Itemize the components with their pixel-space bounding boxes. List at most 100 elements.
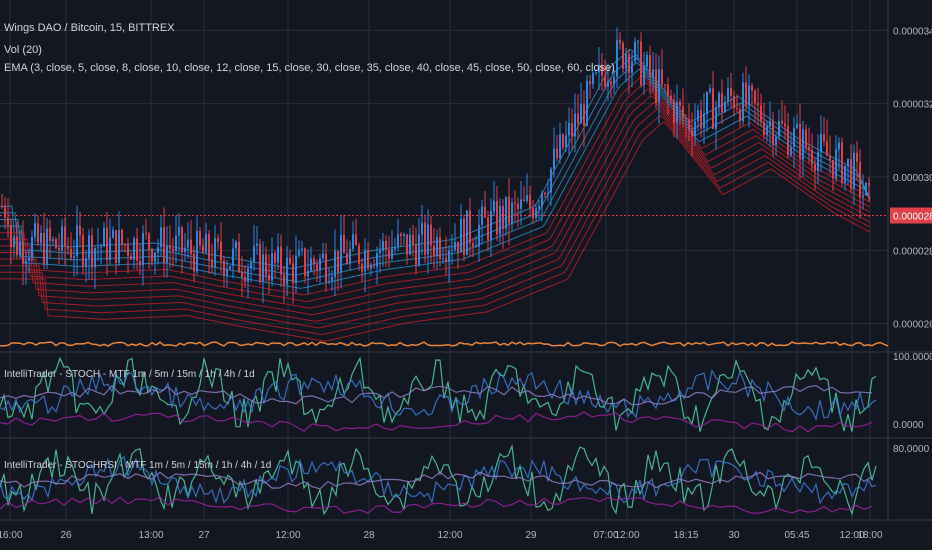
candle-body xyxy=(73,256,75,259)
ema-line xyxy=(0,101,871,322)
candle-body xyxy=(553,148,555,169)
candle-body xyxy=(421,222,423,235)
candle-body xyxy=(274,253,276,263)
candle-body xyxy=(145,232,147,234)
candle-body xyxy=(397,234,399,247)
candle-body xyxy=(724,101,726,112)
candle-body xyxy=(808,146,810,151)
candle-body xyxy=(172,248,174,252)
candle-body xyxy=(496,200,498,235)
oscillator-line xyxy=(0,455,877,505)
candle-body xyxy=(310,258,312,271)
candle-body xyxy=(97,247,99,249)
candle-body xyxy=(811,150,813,165)
ema-line xyxy=(0,121,871,342)
stochrsi-tick: 80.0000 xyxy=(893,444,930,455)
chart-grid xyxy=(0,0,932,521)
stoch-tick: 0.0000 xyxy=(893,420,924,431)
candle-body xyxy=(826,141,828,156)
candle-body xyxy=(124,244,126,246)
candle-body xyxy=(28,257,30,261)
candle-body xyxy=(613,76,615,85)
candle-body xyxy=(625,54,627,69)
candle-body xyxy=(100,246,102,248)
candle-body xyxy=(619,39,621,44)
candle-body xyxy=(298,250,300,256)
candle-body xyxy=(295,255,297,284)
candle-body xyxy=(460,218,462,253)
candle-body xyxy=(799,123,801,160)
candle-body xyxy=(679,101,681,107)
candle-body xyxy=(442,258,444,260)
candle-body xyxy=(85,258,87,267)
candle-body xyxy=(439,237,441,259)
candle-body xyxy=(454,241,456,250)
candle-body xyxy=(790,146,792,155)
candle-body xyxy=(715,107,717,129)
candle-body xyxy=(565,135,567,148)
candle-body xyxy=(526,195,528,201)
candle-body xyxy=(427,224,429,255)
candle-body xyxy=(19,240,21,256)
candle-body xyxy=(148,233,150,250)
stochrsi-legend: IntelliTrader - STOCHRSI - MTF 1m / 5m /… xyxy=(4,460,272,471)
candle-body xyxy=(289,257,291,264)
candle-body xyxy=(700,110,702,129)
oscillator-line xyxy=(0,443,877,516)
candle-body xyxy=(376,253,378,267)
candle-body xyxy=(403,234,405,236)
candle-body xyxy=(235,241,237,249)
candle-body xyxy=(154,252,156,262)
candle-body xyxy=(547,192,549,195)
candle-body xyxy=(640,41,642,86)
candle-body xyxy=(43,233,45,264)
candle-body xyxy=(727,87,729,102)
candle-body xyxy=(847,158,849,166)
time-tick: 30 xyxy=(728,530,740,541)
candle-body xyxy=(373,265,375,267)
candle-body xyxy=(781,120,783,124)
candle-body xyxy=(685,118,687,120)
oscillator-line xyxy=(0,496,873,514)
candle-body xyxy=(733,96,735,109)
price-tick: 0.00003000 xyxy=(893,173,932,184)
candle-body xyxy=(433,245,435,257)
candle-body xyxy=(259,243,261,282)
time-tick: 12:00 xyxy=(437,530,462,541)
candle-body xyxy=(58,248,60,251)
candle-body xyxy=(232,248,234,266)
candle-body xyxy=(130,255,132,260)
candle-body xyxy=(337,250,339,272)
candle-body xyxy=(763,121,765,135)
candle-body xyxy=(199,230,201,246)
candle-body xyxy=(142,232,144,266)
candle-body xyxy=(229,265,231,269)
candle-body xyxy=(742,82,744,122)
candle-body xyxy=(325,253,327,283)
candle-body xyxy=(778,120,780,137)
candle-body xyxy=(691,129,693,137)
candle-body xyxy=(814,164,816,172)
candle-body xyxy=(628,54,630,74)
candle-body xyxy=(88,235,90,259)
candle-body xyxy=(730,87,732,97)
stochrsi-pane xyxy=(0,443,877,516)
candle-body xyxy=(703,113,705,129)
candle-body xyxy=(850,158,852,190)
candle-body xyxy=(523,199,525,201)
candle-body xyxy=(322,253,324,259)
candle-body xyxy=(511,202,513,224)
candle-body xyxy=(571,123,573,137)
candle-body xyxy=(343,234,345,253)
candle-body xyxy=(118,229,120,263)
candle-body xyxy=(280,246,282,275)
candle-body xyxy=(775,136,777,146)
candle-body xyxy=(823,133,825,142)
ema-line xyxy=(0,88,871,309)
candle-body xyxy=(211,259,213,268)
candle-body xyxy=(226,268,228,276)
candle-body xyxy=(133,238,135,260)
candle-body xyxy=(844,165,846,184)
candle-body xyxy=(301,248,303,251)
